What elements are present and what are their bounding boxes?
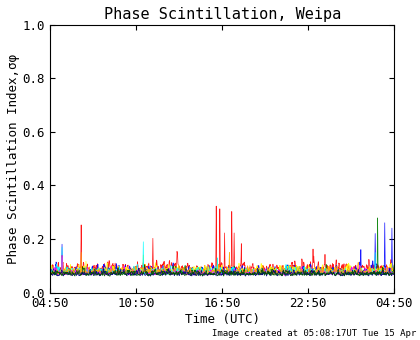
Title: Phase Scintillation, Weipa: Phase Scintillation, Weipa	[104, 7, 341, 22]
Y-axis label: Phase Scintillation Index,σφ: Phase Scintillation Index,σφ	[7, 54, 20, 264]
X-axis label: Time (UTC): Time (UTC)	[185, 313, 260, 326]
Text: Image created at 05:08:17UT Tue 15 Apr: Image created at 05:08:17UT Tue 15 Apr	[212, 329, 416, 338]
